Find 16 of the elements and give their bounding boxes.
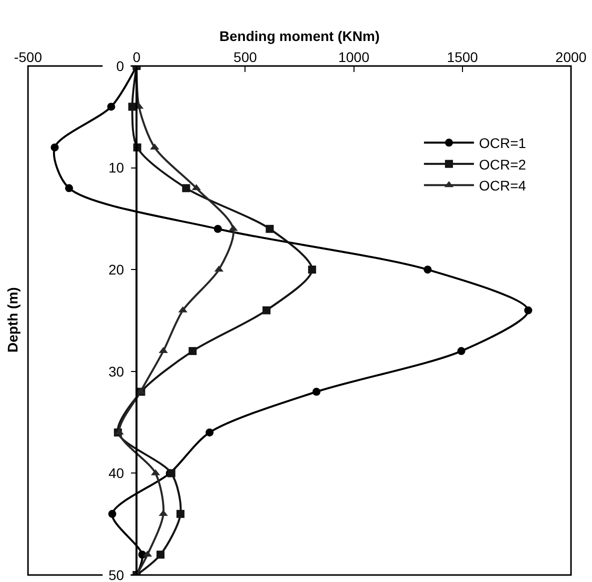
x-tick-label: 0 <box>132 49 141 66</box>
legend-label: OCR=4 <box>478 178 526 194</box>
x-axis-title: Bending moment (KNm) <box>219 28 380 44</box>
y-tick-label: 20 <box>108 262 124 278</box>
x-tick-label: -500 <box>14 49 42 66</box>
x-tick-label: 1500 <box>446 49 478 66</box>
y-tick-label: 50 <box>108 566 124 582</box>
y-tick-label: 10 <box>108 160 124 176</box>
x-tick-label: 1000 <box>338 49 370 66</box>
x-tick-label: 500 <box>234 49 258 66</box>
legend-label: OCR=1 <box>478 135 526 152</box>
x-tick-label: 2000 <box>555 49 587 66</box>
y-tick-label: 30 <box>108 363 124 380</box>
y-tick-label: 40 <box>108 465 124 482</box>
y-axis-title: Depth (m) <box>4 287 20 352</box>
legend-label: OCR=2 <box>478 156 526 172</box>
